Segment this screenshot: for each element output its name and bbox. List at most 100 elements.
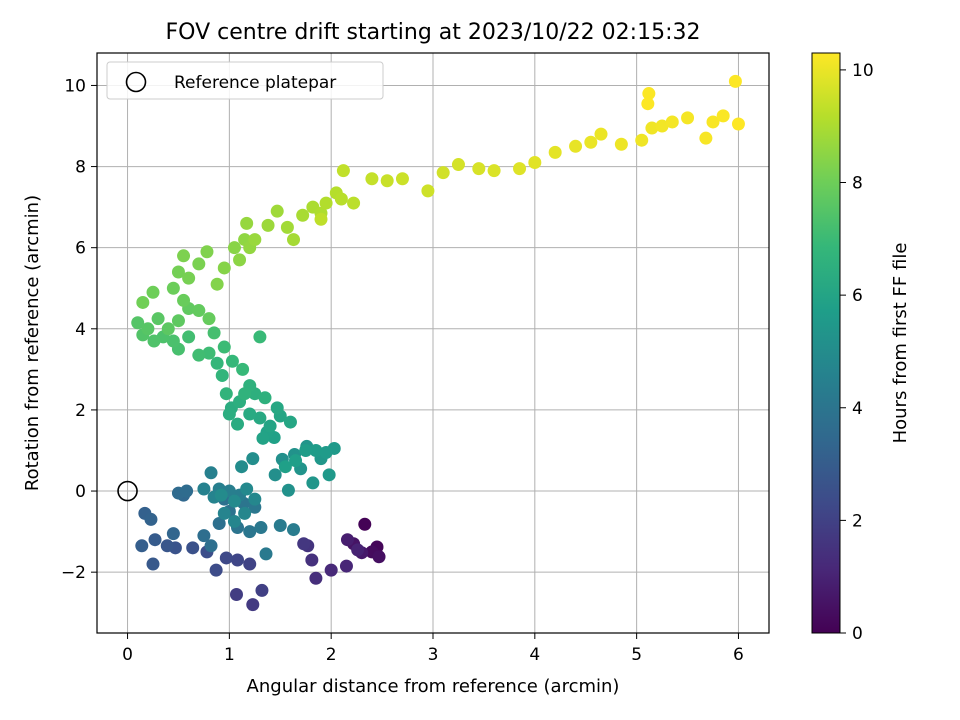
scatter-point — [207, 326, 221, 340]
scatter-point — [261, 218, 275, 232]
scatter-point — [665, 115, 679, 129]
legend-entry-reference-platepar: Reference platepar — [174, 73, 336, 93]
scatter-point — [296, 208, 310, 222]
scatter-point — [182, 271, 196, 285]
scatter-point — [209, 563, 223, 577]
scatter-point — [681, 111, 695, 125]
colorbar-label: Hours from first FF file — [890, 243, 911, 444]
scatter-point — [192, 304, 206, 318]
scatter-point — [182, 330, 196, 344]
scatter-point — [202, 346, 216, 360]
scatter-point — [212, 516, 226, 530]
scatter-point — [177, 293, 191, 307]
scatter-point — [254, 521, 268, 535]
scatter-point — [248, 492, 262, 506]
scatter-point — [365, 172, 379, 186]
scatter-point — [160, 539, 174, 553]
scatter-point — [246, 598, 260, 612]
scatter-point — [287, 523, 301, 537]
scatter-point — [171, 314, 185, 328]
scatter-point — [731, 117, 745, 131]
scatter-point — [243, 407, 257, 421]
scatter-point — [334, 192, 348, 206]
y-axis-ticks: −2 0 2 4 6 8 10 — [61, 76, 97, 583]
scatter-point — [253, 330, 267, 344]
scatter-points — [131, 74, 745, 612]
scatter-point — [270, 401, 284, 415]
scatter-point — [358, 517, 372, 531]
scatter-point — [177, 249, 191, 263]
colorbar-tick-label: 10 — [852, 61, 874, 81]
scatter-point — [635, 133, 649, 147]
x-tick-label: 4 — [529, 645, 540, 665]
scatter-point — [380, 174, 394, 188]
scatter-point — [436, 166, 450, 180]
x-tick-label: 0 — [122, 645, 133, 665]
x-axis-label: Angular distance from reference (arcmin) — [247, 676, 620, 697]
scatter-point — [395, 172, 409, 186]
scatter-point — [255, 583, 269, 597]
scatter-point — [347, 196, 361, 210]
scatter-point — [200, 245, 214, 259]
scatter-point — [210, 356, 224, 370]
scatter-point — [166, 334, 180, 348]
scatter-point — [336, 164, 350, 178]
colorbar-tick-label: 0 — [852, 624, 863, 644]
colorbar-tick-label: 6 — [852, 286, 863, 306]
scatter-point — [278, 460, 292, 474]
scatter-point — [217, 340, 231, 354]
scatter-point — [309, 571, 323, 585]
scatter-point — [351, 543, 365, 557]
legend: Reference platepar — [106, 61, 384, 100]
scatter-point — [263, 419, 277, 433]
scatter-point — [248, 233, 262, 247]
scatter-point — [217, 506, 231, 520]
colorbar-tick-label: 2 — [852, 511, 863, 531]
y-tick-label: 6 — [75, 239, 86, 259]
x-tick-label: 3 — [428, 645, 439, 665]
scatter-point — [243, 525, 257, 539]
y-tick-label: 2 — [75, 401, 86, 421]
scatter-point — [246, 452, 260, 466]
scatter-point — [253, 411, 267, 425]
chart-title: FOV centre drift starting at 2023/10/22 … — [166, 20, 701, 45]
scatter-point — [309, 443, 323, 457]
scatter-point — [642, 87, 656, 101]
scatter-point — [319, 196, 333, 210]
scatter-point — [716, 109, 730, 123]
scatter-point — [135, 539, 149, 553]
scatter-point — [222, 407, 236, 421]
scatter-point — [256, 431, 270, 445]
scatter-point — [227, 241, 241, 255]
x-tick-label: 6 — [733, 645, 744, 665]
scatter-point — [227, 514, 241, 528]
scatter-point — [186, 541, 200, 555]
scatter-point — [192, 348, 206, 362]
scatter-point — [214, 488, 228, 502]
scatter-point — [548, 145, 562, 159]
scatter-point — [641, 97, 655, 111]
y-axis-label: Rotation from reference (arcmin) — [22, 195, 43, 491]
scatter-point — [225, 354, 239, 368]
scatter-point — [146, 557, 160, 571]
scatter-point — [144, 512, 158, 526]
colorbar-gradient — [811, 52, 841, 634]
scatter-point — [645, 121, 659, 135]
scatter-point — [584, 135, 598, 149]
scatter-point — [472, 162, 486, 176]
scatter-point — [289, 454, 303, 468]
scatter-point — [219, 551, 233, 565]
scatter-point — [322, 468, 336, 482]
scatter-point — [324, 563, 338, 577]
scatter-point — [706, 115, 720, 129]
scatter-point — [227, 494, 241, 508]
scatter-point — [305, 553, 319, 567]
scatter-point — [240, 482, 254, 496]
colorbar-tick-label: 8 — [852, 174, 863, 194]
scatter-point — [340, 533, 354, 547]
scatter-point — [699, 131, 713, 145]
scatter-point — [243, 557, 257, 571]
scatter-point — [238, 506, 252, 520]
x-tick-label: 5 — [631, 645, 642, 665]
y-tick-label: 4 — [75, 320, 86, 340]
